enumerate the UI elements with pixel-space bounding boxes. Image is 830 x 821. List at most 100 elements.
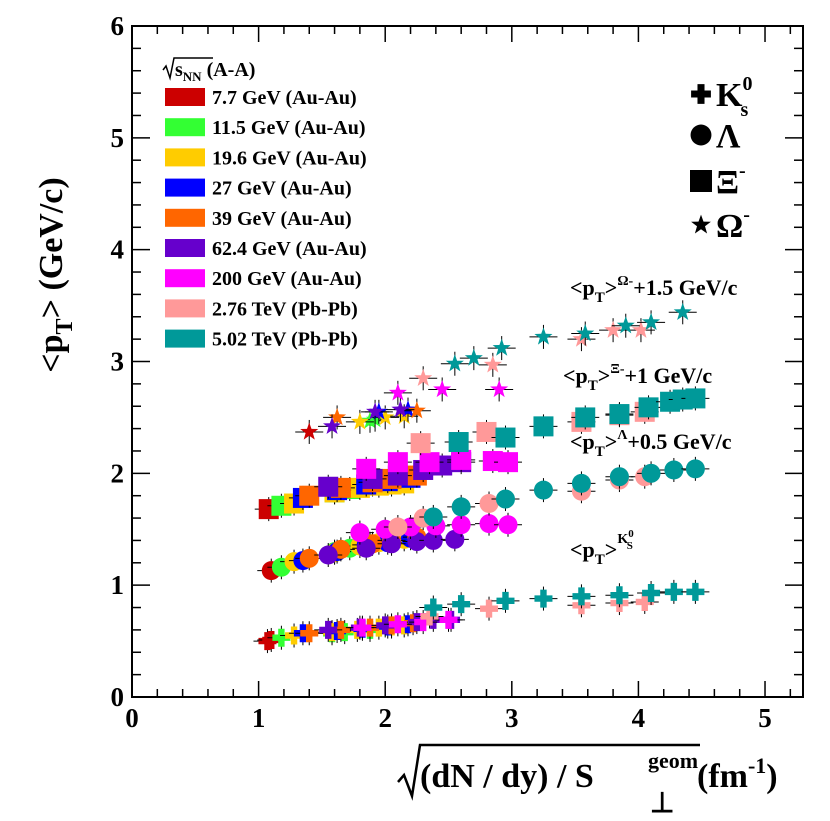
data-point-xi xyxy=(476,421,497,442)
legend-sqrt-icon xyxy=(162,57,213,81)
x-axis-title-unit-sup: -1 xyxy=(748,753,766,778)
data-point-lambda xyxy=(407,532,427,552)
data-point-lambda xyxy=(571,473,591,493)
particle-legend-label: Λ xyxy=(716,118,741,155)
data-point-k0s xyxy=(534,589,553,608)
data-point-k0s xyxy=(420,607,439,626)
data-point-k0s xyxy=(414,613,433,632)
legend-label: 5.02 TeV (Pb-Pb) xyxy=(212,329,358,351)
data-point-omega xyxy=(414,368,433,386)
y-tick-label: 0 xyxy=(111,682,125,712)
data-point-omega xyxy=(445,354,464,372)
data-point-k0s xyxy=(272,628,291,647)
data-point-lambda xyxy=(451,497,471,517)
data-point-omega xyxy=(328,407,347,426)
data-point-k0s xyxy=(439,610,458,629)
data-point-k0s xyxy=(480,599,499,618)
data-point-omega xyxy=(604,320,623,338)
axis-ticks: 0 1 2 3 4 5 0 1 2 3 4 5 6 xyxy=(111,11,803,733)
data-point-omega xyxy=(490,380,509,398)
data-point-lambda xyxy=(318,545,338,565)
legend-swatch xyxy=(165,329,205,348)
star-icon xyxy=(691,214,711,234)
y-axis-title: <pT> (GeV/c) xyxy=(33,177,78,372)
data-point-k0s xyxy=(642,583,661,602)
legend-swatch xyxy=(165,148,205,167)
data-point-k0s xyxy=(686,582,705,601)
svg-text:(fm-1): (fm-1) xyxy=(697,753,778,795)
legend-swatch xyxy=(165,178,205,197)
data-point-lambda xyxy=(388,517,408,537)
data-point-xi xyxy=(495,427,516,448)
legend-swatch xyxy=(165,299,205,318)
data-point-xi xyxy=(299,485,320,506)
x-tick-label: 4 xyxy=(632,703,646,733)
data-point-omega xyxy=(300,422,319,440)
legend-label: 7.7 GeV (Au-Au) xyxy=(212,87,357,109)
annotation-xi: <pT>Ξ-+1 GeV/c xyxy=(563,362,712,394)
legend-entries: 7.7 GeV (Au-Au) 11.5 GeV (Au-Au) 19.6 GeV … xyxy=(165,87,367,351)
legend-header-rest: (A-A) xyxy=(202,59,256,81)
data-point-xi xyxy=(533,416,554,437)
data-point-k0s xyxy=(635,592,654,611)
data-point-omega xyxy=(642,312,661,330)
legend-label: 200 GeV (Au-Au) xyxy=(212,268,362,290)
data-point-omega xyxy=(433,380,452,398)
data-point-k0s xyxy=(388,615,407,634)
data-point-xi xyxy=(609,404,630,425)
x-axis-title-unit-end: ) xyxy=(766,758,777,795)
x-axis-title-unit: (fm xyxy=(697,758,748,795)
square-icon xyxy=(690,170,712,192)
data-point-xi xyxy=(356,458,377,479)
data-point-k0s xyxy=(353,618,372,637)
particle-legend: K0 sΛ Ξ-Ω- xyxy=(690,73,752,245)
data-point-xi xyxy=(482,451,503,472)
x-tick-label: 1 xyxy=(252,703,266,733)
data-point-lambda xyxy=(479,494,499,514)
data-point-k0s xyxy=(319,620,338,639)
x-axis-title-sub: ⊥ xyxy=(650,788,674,819)
legend-label: 19.6 GeV (Au-Au) xyxy=(212,147,367,169)
annotation-omega: <pT>Ω-+1.5 GeV/c xyxy=(570,274,738,306)
data-point-k0s xyxy=(376,616,395,635)
svg-text:sNN (A-A): sNN (A-A) xyxy=(175,59,255,84)
data-point-lambda xyxy=(423,507,443,527)
data-point-lambda xyxy=(451,515,471,535)
data-point-k0s xyxy=(664,582,683,601)
data-point-xi xyxy=(638,397,659,418)
data-point-xi xyxy=(448,432,469,453)
particle-legend-label: K0 s xyxy=(716,73,752,121)
data-point-omega xyxy=(616,316,635,334)
data-point-omega xyxy=(407,401,426,419)
legend-label: 39 GeV (Au-Au) xyxy=(212,208,352,230)
particle-legend-label: Ω- xyxy=(716,204,750,245)
data-point-lambda xyxy=(445,529,465,549)
legend-label: 62.4 GeV (Au-Au) xyxy=(212,238,367,260)
annotation-lambda: <pT>Λ+0.5 GeV/c xyxy=(570,428,732,460)
data-point-omega xyxy=(350,412,369,430)
data-point-lambda xyxy=(641,463,661,483)
y-tick-label: 1 xyxy=(111,570,125,600)
data-point-k0s xyxy=(262,630,281,649)
data-point-xi xyxy=(685,388,706,409)
data-point-xi xyxy=(575,407,596,428)
data-point-k0s xyxy=(452,595,471,614)
data-point-k0s xyxy=(424,598,443,617)
data-point-lambda xyxy=(498,515,518,535)
x-tick-label: 5 xyxy=(758,703,772,733)
svg-text:(dN / dy) / S: (dN / dy) / S xyxy=(420,758,594,795)
data-point-lambda xyxy=(299,548,319,568)
data-point-xi xyxy=(419,452,440,473)
particle-legend-label: Ξ- xyxy=(716,160,746,201)
legend-swatch xyxy=(165,88,205,106)
y-tick-label: 6 xyxy=(111,11,125,41)
legend-swatch xyxy=(165,239,205,257)
data-point-xi xyxy=(498,452,519,473)
data-point-k0s xyxy=(424,610,443,629)
legend-header-root: s xyxy=(175,59,183,81)
data-point-omega xyxy=(492,338,511,356)
x-tick-label: 3 xyxy=(505,703,519,733)
x-tick-label: 2 xyxy=(378,703,392,733)
sqrt-sign-icon xyxy=(397,743,700,801)
